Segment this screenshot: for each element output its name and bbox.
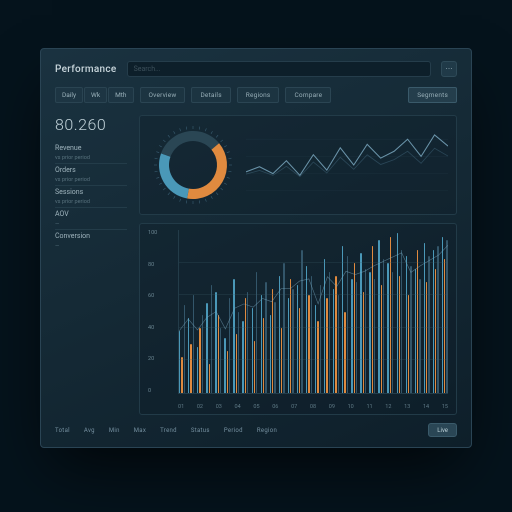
kpi-value: 80.260 [55,115,127,134]
tab-week[interactable]: Wk [84,87,107,103]
kpi: 80.260 [55,115,127,134]
x-tick-label: 08 [310,404,316,410]
x-tick-label: 10 [348,404,354,410]
sidebar-item[interactable]: AOV — [55,210,127,227]
sidebar-item[interactable]: Sessions vs prior period [55,188,127,205]
x-tick-label: 14 [423,404,429,410]
bar-chart-panel: 100 80 60 40 20 0 01 02 03 04 05 06 07 08 09 10 11 12 13 1… [139,223,457,415]
x-tick-label: 03 [216,404,222,410]
x-tick-label: 05 [253,404,259,410]
footer-stat: Trend [160,427,177,434]
range-tabs: Daily Wk Mth [55,87,134,103]
header: Performance Search... ⋯ [55,61,457,77]
footer: Total Avg Min Max Trend Status Period Region Li… [55,423,457,437]
footer-stat: Period [224,427,243,434]
main: 100 80 60 40 20 0 01 02 03 04 05 06 07 08 09 10 11 12 13 1… [139,115,457,415]
sidebar-item-sub: vs prior period [55,199,127,205]
sidebar-item-label: Conversion [55,232,127,240]
footer-stat: Total [55,427,70,434]
sidebar-item-sub: vs prior period [55,155,127,161]
sidebar-item-label: Revenue [55,144,127,152]
y-axis-labels: 100 80 60 40 20 0 [148,230,174,394]
divider [55,163,127,164]
footer-stat: Status [191,427,210,434]
x-tick-label: 12 [385,404,391,410]
sidebar: 80.260 Revenue vs prior period Orders vs pr… [55,115,127,415]
sidebar-item-sub: — [55,243,127,249]
sparkline-chart [246,122,448,208]
y-tick-label: 40 [148,325,174,331]
sidebar-item[interactable]: Orders vs prior period [55,166,127,183]
filter-details[interactable]: Details [191,87,230,103]
x-tick-label: 13 [404,404,410,410]
sidebar-item-label: Sessions [55,188,127,196]
x-tick-label: 04 [235,404,241,410]
dashboard-window: Performance Search... ⋯ Daily Wk Mth Ove… [40,48,472,448]
x-tick-label: 07 [291,404,297,410]
menu-button[interactable]: ⋯ [441,61,457,77]
page-title: Performance [55,64,117,75]
footer-stat: Max [134,427,146,434]
divider [55,207,127,208]
bars-area [178,230,448,394]
live-pill[interactable]: Live [428,423,457,437]
filter-segments[interactable]: Segments [408,87,457,103]
body: 80.260 Revenue vs prior period Orders vs pr… [55,115,457,415]
sidebar-item-sub: vs prior period [55,177,127,183]
y-tick-label: 60 [148,293,174,299]
footer-stat: Avg [84,427,95,434]
x-tick-label: 11 [366,404,372,410]
filter-regions[interactable]: Regions [237,87,280,103]
filter-compare[interactable]: Compare [285,87,331,103]
x-tick-label: 02 [197,404,203,410]
divider [55,185,127,186]
sidebar-item[interactable]: Revenue vs prior period [55,144,127,161]
y-tick-label: 100 [148,230,174,236]
footer-stat: Min [109,427,120,434]
donut-chart [148,122,238,208]
overview-panel [139,115,457,215]
x-tick-label: 09 [329,404,335,410]
search-input[interactable]: Search... [127,61,431,77]
x-tick-label: 06 [272,404,278,410]
y-tick-label: 80 [148,262,174,268]
sidebar-item-label: Orders [55,166,127,174]
tab-daily[interactable]: Daily [55,87,83,103]
tab-month[interactable]: Mth [108,87,133,103]
filter-overview[interactable]: Overview [140,87,186,103]
sidebar-item-label: AOV [55,210,127,218]
footer-stat: Region [257,427,277,434]
x-axis-labels: 01 02 03 04 05 06 07 08 09 10 11 12 13 14 15 [178,404,448,410]
sidebar-item[interactable]: Conversion — [55,232,127,249]
toolbar: Daily Wk Mth Overview Details Regions Co… [55,87,457,103]
y-tick-label: 0 [148,388,174,394]
sidebar-item-sub: — [55,221,127,227]
search-placeholder: Search... [134,65,161,73]
x-tick-label: 15 [442,404,448,410]
y-tick-label: 20 [148,356,174,362]
menu-icon: ⋯ [446,65,453,73]
x-tick-label: 01 [178,404,184,410]
divider [55,229,127,230]
